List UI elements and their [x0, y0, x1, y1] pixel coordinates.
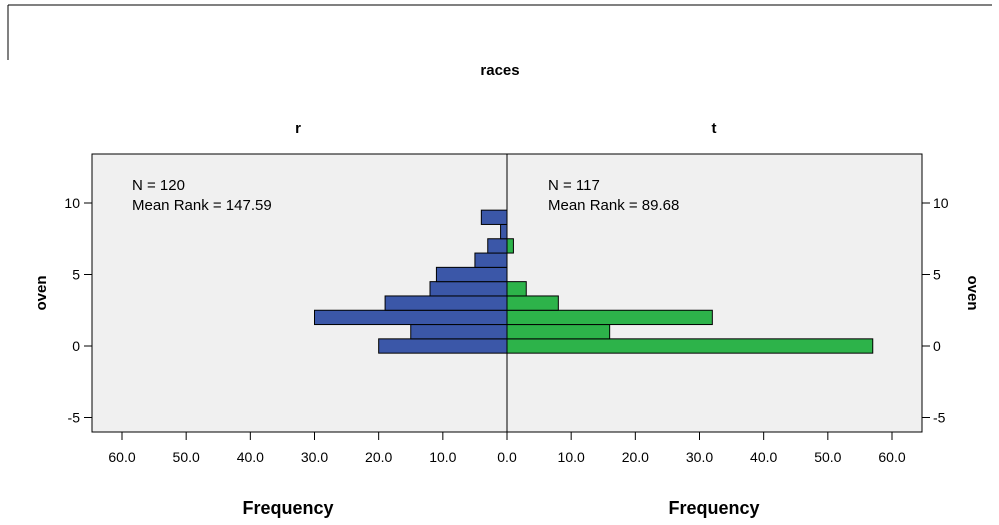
bar-t-7	[506, 238, 514, 254]
bar-r-3	[384, 295, 508, 311]
chart-title: races	[480, 62, 519, 79]
bar-r-0	[378, 338, 508, 354]
bar-r-8	[500, 223, 508, 240]
y-tick-label-left: 10	[64, 195, 80, 211]
bar-r-6	[474, 252, 508, 268]
y-tick-label-right: -5	[933, 410, 946, 426]
x-tick-label: 30.0	[301, 449, 328, 465]
bar-r-7	[487, 238, 508, 254]
bars-layer	[314, 209, 874, 354]
x-tick-label: 50.0	[173, 449, 200, 465]
x-tick-label: 60.0	[108, 449, 135, 465]
n-label-right: N = 117	[548, 177, 600, 194]
x-tick-label: 10.0	[558, 449, 585, 465]
y-tick-label-right: 5	[933, 267, 941, 283]
bar-r-1	[410, 324, 508, 340]
bar-t-2	[506, 309, 713, 326]
bar-t-0	[506, 338, 874, 354]
y-tick-label-right: 10	[933, 195, 949, 211]
panel-title-right: t	[712, 120, 717, 137]
x-axis-title-right: Frequency	[668, 498, 759, 518]
y-tick-label-left: 5	[72, 267, 80, 283]
x-tick-label: 10.0	[429, 449, 456, 465]
bar-t-4	[506, 281, 527, 297]
bar-r-2	[314, 309, 508, 326]
bar-r-4	[429, 281, 508, 297]
x-tick-label: 60.0	[878, 449, 905, 465]
x-tick-label: 30.0	[686, 449, 713, 465]
x-tick-label: 40.0	[750, 449, 777, 465]
y-axis-right: 10 5 0 -5	[922, 195, 949, 426]
x-axis-title-left: Frequency	[242, 498, 333, 518]
panel-title-left: r	[295, 120, 301, 137]
x-axis: 60.0 50.0 40.0 30.0 20.0 10.0 0.0 10.0 20.0 30.0 4…	[108, 432, 906, 465]
y-axis-title-right: oven	[964, 275, 981, 310]
y-axis-title-left: oven	[33, 275, 50, 310]
mean-rank-label-left: Mean Rank = 147.59	[132, 197, 272, 214]
x-tick-label: 0.0	[497, 449, 517, 465]
bar-r-9	[480, 209, 508, 225]
x-tick-label: 20.0	[365, 449, 392, 465]
x-tick-label: 40.0	[237, 449, 264, 465]
x-tick-label: 50.0	[814, 449, 841, 465]
x-tick-label: 20.0	[622, 449, 649, 465]
bar-t-3	[506, 295, 559, 311]
n-label-left: N = 120	[132, 177, 185, 194]
y-tick-label-right: 0	[933, 338, 941, 354]
y-tick-label-left: 0	[72, 338, 80, 354]
bar-t-1	[506, 324, 611, 340]
y-axis-left: 10 5 0 -5	[64, 195, 92, 426]
bar-r-5	[435, 266, 508, 283]
y-tick-label-left: -5	[68, 410, 81, 426]
mean-rank-label-right: Mean Rank = 89.68	[548, 197, 679, 214]
